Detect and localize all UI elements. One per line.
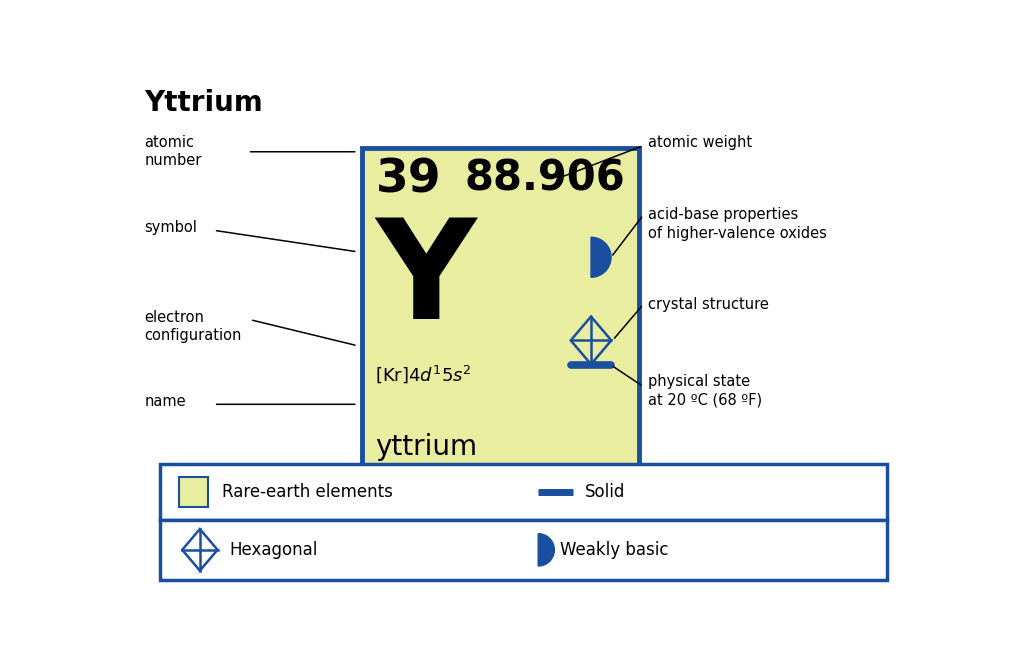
Text: $\mathsf{[Kr]4}d^1\mathsf{5}s^2$: $\mathsf{[Kr]4}d^1\mathsf{5}s^2$ xyxy=(376,364,472,385)
Text: Rare-earth elements: Rare-earth elements xyxy=(222,483,393,501)
Text: physical state
at 20 ºC (68 ºF): physical state at 20 ºC (68 ºF) xyxy=(648,373,762,407)
Text: name: name xyxy=(144,394,186,409)
Wedge shape xyxy=(539,534,554,566)
Text: 88.906: 88.906 xyxy=(464,157,625,199)
Text: Hexagonal: Hexagonal xyxy=(229,541,317,559)
Text: crystal structure: crystal structure xyxy=(648,297,769,312)
Text: acid-base properties
of higher-valence oxides: acid-base properties of higher-valence o… xyxy=(648,207,826,241)
Text: electron
configuration: electron configuration xyxy=(144,310,242,343)
Bar xyxy=(160,520,888,580)
Wedge shape xyxy=(591,237,611,277)
Bar xyxy=(179,477,208,507)
Text: 39: 39 xyxy=(376,157,441,202)
Bar xyxy=(361,148,639,502)
Text: Solid: Solid xyxy=(585,483,625,501)
Text: atomic weight: atomic weight xyxy=(648,135,752,150)
Text: Y: Y xyxy=(376,214,476,348)
Bar xyxy=(160,464,888,520)
Text: Yttrium: Yttrium xyxy=(144,88,263,117)
Text: atomic
number: atomic number xyxy=(144,135,202,168)
Text: symbol: symbol xyxy=(144,219,198,234)
Text: Weakly basic: Weakly basic xyxy=(560,541,669,559)
Text: yttrium: yttrium xyxy=(376,433,477,461)
